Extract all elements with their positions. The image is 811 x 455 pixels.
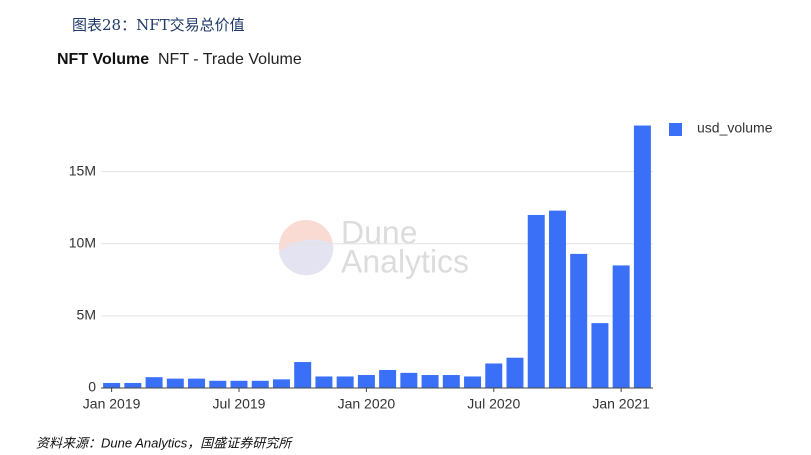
bar	[188, 378, 206, 388]
watermark: Dune Analytics	[279, 214, 469, 279]
bar	[103, 382, 121, 388]
bar	[612, 265, 630, 388]
x-tick-label: Jan 2020	[338, 396, 396, 412]
bar	[272, 379, 290, 388]
y-tick-label: 15M	[69, 162, 96, 178]
bar	[485, 363, 503, 388]
page-title: 图表28：NFT交易总价值	[72, 16, 245, 34]
bar	[506, 357, 524, 388]
y-tick-label: 0	[88, 379, 96, 395]
bar	[315, 376, 333, 388]
bar	[464, 376, 482, 388]
chart-title: NFT Volume	[57, 51, 149, 68]
bar	[379, 369, 397, 388]
bar	[527, 214, 545, 388]
bar	[230, 380, 248, 388]
bar	[209, 380, 227, 388]
watermark-logo	[279, 239, 334, 276]
x-tick-label: Jan 2019	[83, 396, 141, 412]
bar	[633, 125, 651, 389]
chart-subtitle: NFT - Trade Volume	[158, 51, 302, 68]
watermark-text: Analytics	[341, 243, 469, 279]
bar	[400, 372, 418, 388]
legend-label: usd_volume	[697, 120, 773, 136]
x-tick-label: Jul 2019	[213, 396, 266, 412]
bar	[570, 253, 588, 388]
bar	[442, 375, 460, 388]
x-tick-label: Jul 2020	[467, 396, 520, 412]
y-tick-label: 5M	[77, 307, 96, 323]
bar	[591, 323, 609, 388]
bar	[124, 382, 142, 388]
legend-swatch	[669, 123, 682, 136]
bar	[336, 376, 354, 388]
bar	[548, 210, 566, 388]
bar	[294, 362, 312, 388]
bar	[421, 375, 439, 388]
x-tick-label: Jan 2021	[592, 396, 650, 412]
y-tick-label: 10M	[69, 234, 96, 250]
source-note: 资料来源：Dune Analytics，国盛证券研究所	[36, 435, 293, 450]
bar	[145, 377, 163, 388]
bar	[166, 378, 184, 388]
bar	[357, 375, 375, 388]
watermark-text: Dune	[341, 214, 418, 250]
bar	[251, 380, 269, 388]
